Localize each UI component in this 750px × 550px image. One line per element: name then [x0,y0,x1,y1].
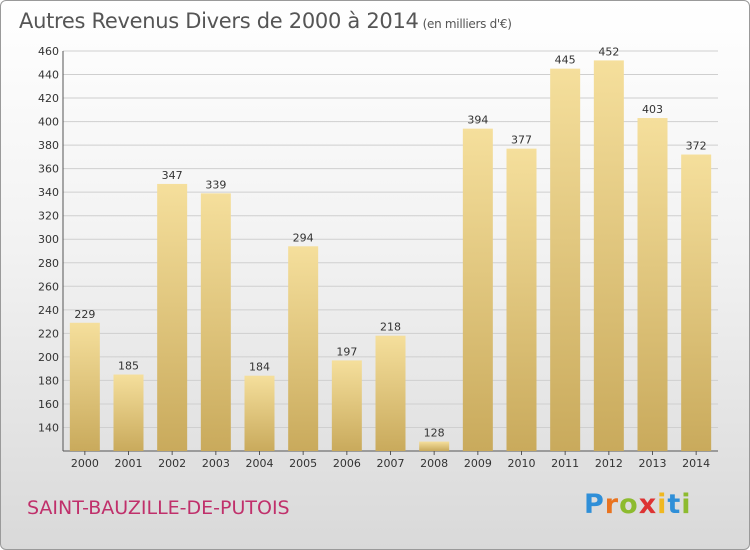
y-tick-label: 420 [38,92,59,105]
y-tick-label: 440 [38,69,59,82]
x-tick-label: 2013 [639,457,667,470]
y-tick-label: 360 [38,163,59,176]
x-tick-label: 2003 [202,457,230,470]
bar [157,183,188,452]
x-tick-label: 2010 [508,457,536,470]
bars: 229 185 347 339 184 294 197 218 128 394 377 445 452 4… [69,45,712,452]
x-tick-label: 2008 [420,457,448,470]
chart-unit: (en milliers d'€) [422,17,512,31]
x-tick-label: 2002 [158,457,186,470]
logo-letter: i [681,489,692,520]
logo-letter: P [584,489,605,520]
bar-value-label: 128 [424,427,445,440]
bar [462,128,493,451]
bar [506,148,537,451]
y-tick-label: 140 [38,421,59,434]
bar [419,441,450,451]
x-tick-label: 2004 [246,457,274,470]
y-tick-label: 260 [38,280,59,293]
bar-value-label: 218 [380,321,401,334]
y-tick-label: 380 [38,139,59,152]
y-tick-label: 280 [38,257,59,270]
bar [550,68,581,451]
y-tick-label: 220 [38,327,59,340]
bar [113,374,144,451]
x-tick-label: 2011 [551,457,579,470]
bar [200,193,231,451]
x-tick-label: 2007 [377,457,405,470]
x-tick-label: 2005 [289,457,317,470]
bar-value-label: 185 [118,360,139,373]
chart-title: Autres Revenus Divers de 2000 à 2014 (en … [19,9,512,33]
y-tick-label: 240 [38,304,59,317]
y-tick-label: 300 [38,233,59,246]
bar [288,246,319,451]
y-axis-ticks: 140 160 180 200 220 240 260 280 300 320 340 360 380 4… [38,45,59,434]
bar-value-label: 403 [642,103,663,116]
y-tick-label: 200 [38,351,59,364]
bar-value-label: 347 [162,169,183,182]
bar-value-label: 229 [74,308,95,321]
bar-value-label: 394 [467,114,488,127]
bar [637,118,668,451]
place-name: SAINT-BAUZILLE-DE-PUTOIS [27,497,290,519]
logo-letter: x [638,489,658,520]
bar-value-label: 377 [511,134,532,147]
bar-value-label: 452 [598,45,619,58]
bar-value-label: 197 [336,345,357,358]
y-tick-label: 180 [38,374,59,387]
x-tick-label: 2009 [464,457,492,470]
logo-letter: t [667,489,682,520]
y-tick-label: 320 [38,210,59,223]
bar-value-label: 445 [555,54,576,67]
x-tick-label: 2000 [71,457,99,470]
chart-title-text: Autres Revenus Divers de 2000 à 2014 [19,9,419,33]
logo-letter: i [657,489,668,520]
bar-value-label: 184 [249,361,270,374]
x-tick-label: 2006 [333,457,361,470]
bar-value-label: 294 [293,231,314,244]
bar [331,360,362,451]
bar [681,154,712,451]
y-tick-label: 400 [38,116,59,129]
y-tick-label: 340 [38,186,59,199]
logo-letter: o [619,489,639,520]
bar [375,335,406,451]
bar-value-label: 339 [205,178,226,191]
logo-letter: r [604,489,620,520]
bar-value-label: 372 [686,140,707,153]
y-tick-label: 160 [38,398,59,411]
y-tick-label: 460 [38,45,59,58]
x-tick-label: 2012 [595,457,623,470]
bar [593,60,624,451]
x-tick-label: 2014 [682,457,710,470]
x-tick-label: 2001 [115,457,143,470]
bar [244,375,275,451]
x-axis-ticks: 2000 2001 2002 2003 2004 2005 2006 2007 2008 2009… [71,451,710,470]
proxiti-logo: Proxiti [584,489,692,520]
bar [69,322,100,451]
